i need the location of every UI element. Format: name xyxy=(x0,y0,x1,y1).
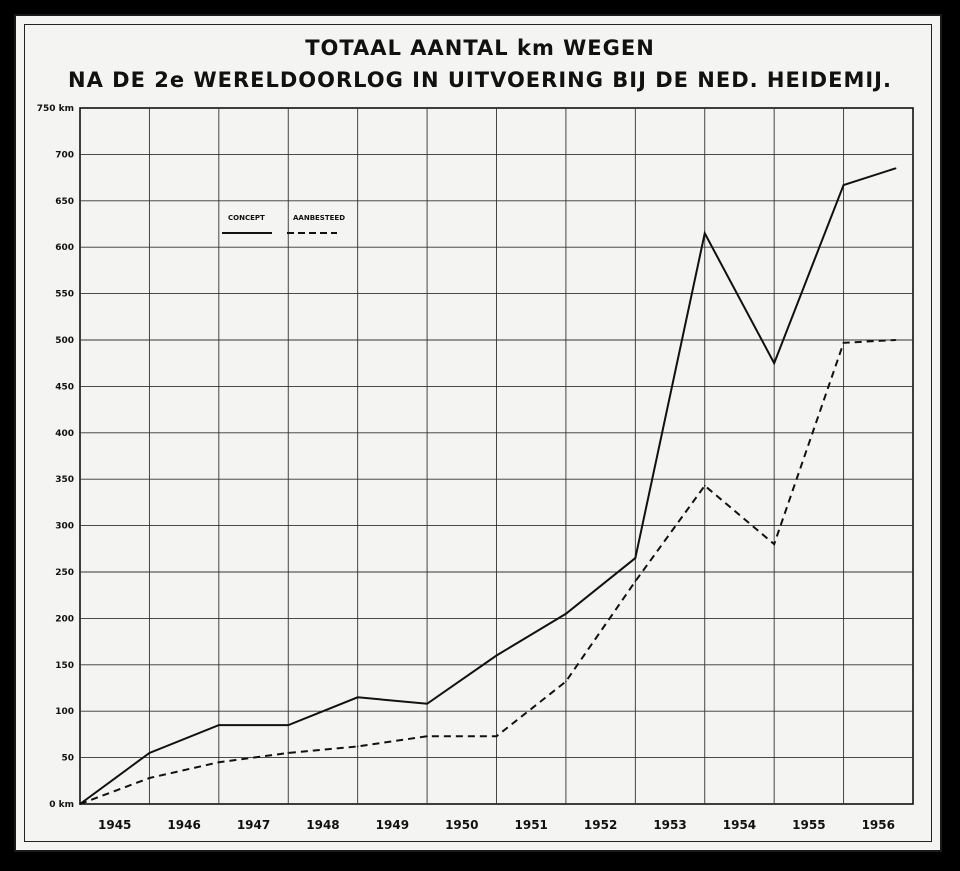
data-point-aanbesteed xyxy=(148,777,151,779)
y-tick-label: 650 xyxy=(55,197,74,207)
y-tick-label: 250 xyxy=(55,568,74,578)
x-tick-label: 1950 xyxy=(445,818,478,832)
y-tick-label: 750 km xyxy=(37,104,74,114)
data-point-aanbesteed xyxy=(634,580,637,583)
x-tick-label: 1945 xyxy=(98,818,131,832)
y-tick-label: 350 xyxy=(55,475,74,485)
data-point-aanbesteed xyxy=(773,543,775,545)
data-point-concept xyxy=(842,184,845,186)
y-tick-label: 600 xyxy=(55,243,74,253)
data-point-aanbesteed xyxy=(495,735,498,738)
y-tick-label: 200 xyxy=(55,614,74,624)
y-tick-label: 550 xyxy=(55,290,74,300)
chart-title: TOTAAL AANTAL km WEGEN xyxy=(305,36,655,60)
data-point-concept xyxy=(287,724,290,726)
x-tick-label: 1951 xyxy=(515,818,548,832)
y-tick-label: 150 xyxy=(55,661,74,671)
y-tick-label: 450 xyxy=(55,382,74,392)
x-tick-label: 1946 xyxy=(167,818,200,832)
series-line-concept xyxy=(79,167,896,805)
data-point-concept xyxy=(565,612,567,615)
y-tick-label: 300 xyxy=(55,522,74,532)
data-point-concept xyxy=(634,557,637,559)
y-tick-label: 400 xyxy=(55,429,74,439)
y-tick-label: 0 km xyxy=(49,800,74,810)
x-tick-label: 1956 xyxy=(862,818,895,832)
data-point-aanbesteed xyxy=(703,484,706,487)
data-point-aanbesteed xyxy=(842,341,845,344)
data-point-aanbesteed xyxy=(218,761,220,764)
y-tick-label: 500 xyxy=(55,336,74,346)
data-point-aanbesteed xyxy=(426,735,428,738)
x-tick-label: 1949 xyxy=(376,818,409,832)
data-point-aanbesteed xyxy=(356,745,359,748)
x-tick-label: 1952 xyxy=(584,818,617,832)
x-tick-label: 1955 xyxy=(792,818,825,832)
x-tick-label: 1948 xyxy=(306,818,339,832)
y-tick-label: 700 xyxy=(55,150,74,160)
data-point-aanbesteed xyxy=(894,339,897,341)
data-point-aanbesteed xyxy=(287,752,290,754)
y-tick-label: 100 xyxy=(55,707,74,717)
y-tick-label: 50 xyxy=(61,754,74,764)
legend-label-aanbesteed: AANBESTEED xyxy=(293,214,345,222)
data-point-concept xyxy=(703,232,706,235)
chart-subtitle: NA DE 2e WERELDOORLOG IN UITVOERING BIJ … xyxy=(68,68,892,92)
data-point-concept xyxy=(356,696,359,699)
inner-frame xyxy=(24,24,932,842)
x-tick-label: 1947 xyxy=(237,818,270,832)
data-point-concept xyxy=(894,167,897,170)
data-point-concept xyxy=(426,702,428,705)
x-tick-label: 1954 xyxy=(723,818,756,832)
x-tick-label: 1953 xyxy=(653,818,686,832)
legend-label-concept: CONCEPT xyxy=(228,214,265,222)
data-point-concept xyxy=(773,362,775,365)
data-point-concept xyxy=(218,724,220,726)
data-point-aanbesteed xyxy=(565,680,567,683)
data-point-concept xyxy=(148,752,151,754)
data-point-aanbesteed xyxy=(79,803,81,805)
data-point-concept xyxy=(495,654,498,657)
